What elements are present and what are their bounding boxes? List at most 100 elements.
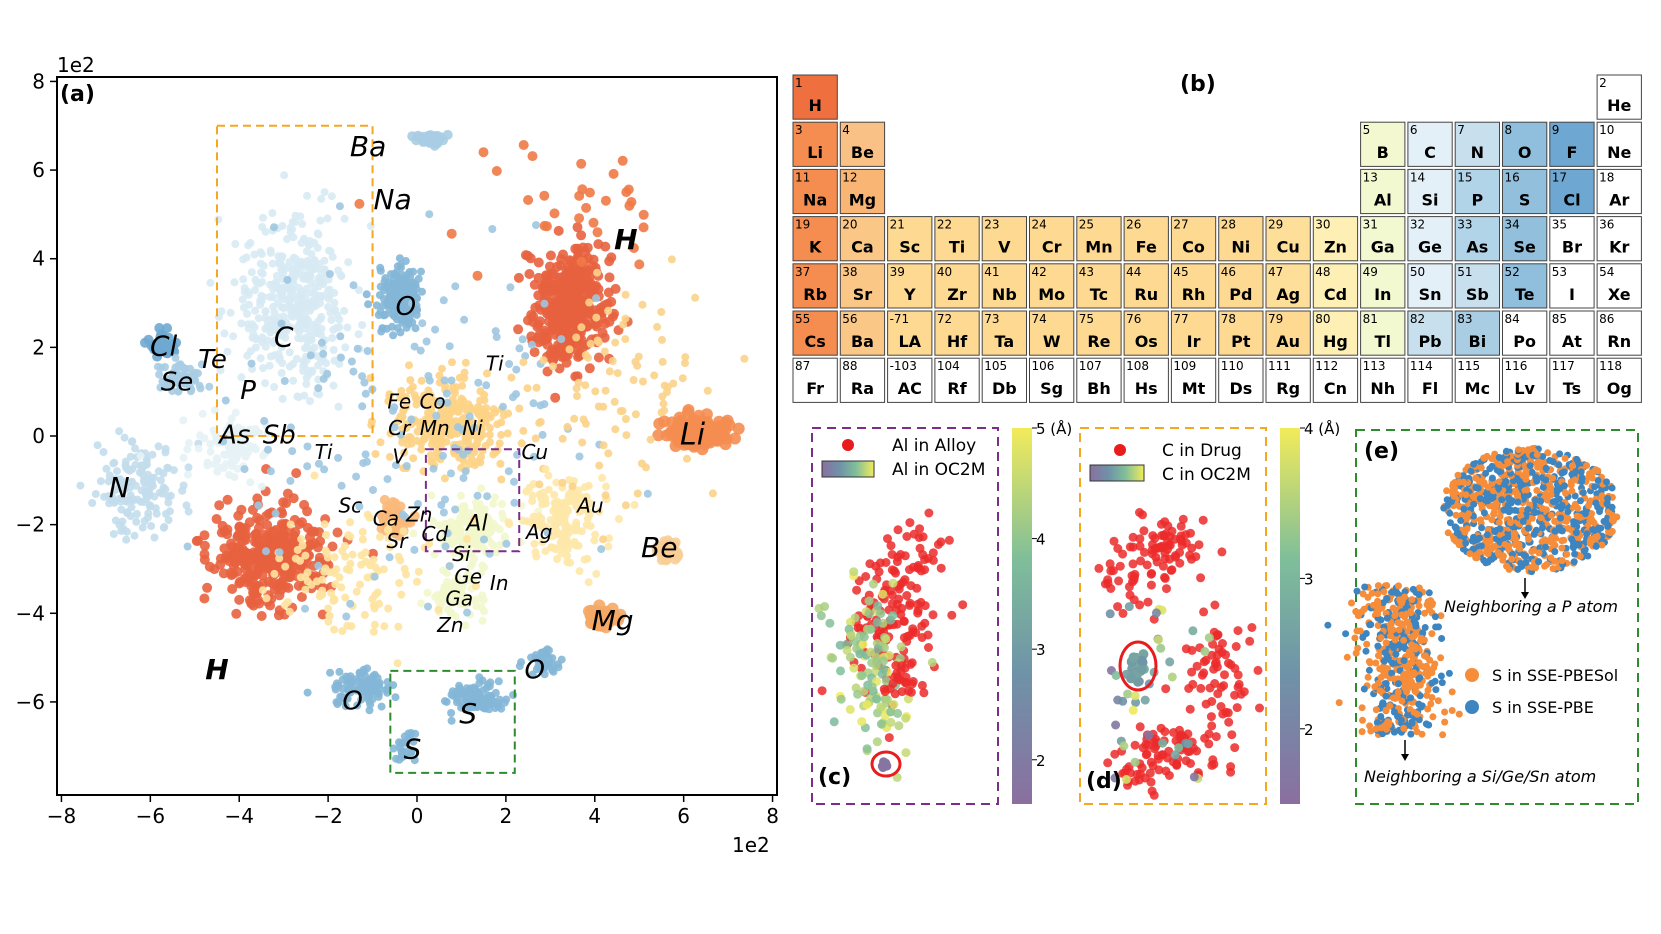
point <box>358 535 367 544</box>
element-number: 83 <box>1457 312 1472 326</box>
point <box>426 420 435 429</box>
point <box>265 361 274 370</box>
point <box>591 530 600 539</box>
point <box>491 408 499 417</box>
point <box>658 392 667 401</box>
element-number: 22 <box>937 218 952 232</box>
point <box>261 342 270 351</box>
point <box>301 551 310 560</box>
point <box>424 372 433 380</box>
point <box>155 370 164 379</box>
point <box>403 317 412 326</box>
element-symbol: Ni <box>1231 238 1250 257</box>
point <box>93 441 102 450</box>
point <box>458 552 467 561</box>
point <box>354 330 363 339</box>
point <box>614 515 623 523</box>
point <box>142 455 151 464</box>
point <box>572 518 581 527</box>
point <box>556 254 567 265</box>
point <box>608 357 617 365</box>
point <box>258 333 267 342</box>
element-number: 109 <box>1173 359 1196 373</box>
point <box>191 536 202 546</box>
point <box>499 402 507 411</box>
point <box>1121 774 1131 784</box>
point <box>280 377 289 385</box>
point <box>407 439 416 448</box>
point <box>449 528 458 537</box>
point <box>121 461 130 470</box>
point <box>249 330 258 339</box>
point <box>1130 691 1140 701</box>
point <box>249 571 260 582</box>
point <box>163 463 172 472</box>
point <box>279 312 288 321</box>
element-symbol: Br <box>1562 238 1582 257</box>
point <box>262 547 270 556</box>
point <box>399 300 408 308</box>
point <box>519 358 528 367</box>
point <box>256 259 265 268</box>
point <box>250 444 259 452</box>
point <box>594 338 603 347</box>
point <box>1146 777 1156 787</box>
point <box>300 234 308 243</box>
element-label-Si: Si <box>452 542 471 566</box>
element-symbol: Fr <box>806 379 824 398</box>
element-number: 88 <box>842 359 857 373</box>
element-label-Se: Se <box>161 367 194 397</box>
point <box>110 458 119 467</box>
point <box>441 408 450 417</box>
point <box>325 611 334 620</box>
point <box>432 440 441 449</box>
point <box>301 344 309 353</box>
point <box>343 323 352 332</box>
point <box>199 549 210 560</box>
point <box>1255 703 1264 713</box>
point <box>1247 623 1257 632</box>
element-symbol: Y <box>903 285 916 304</box>
point <box>330 298 339 307</box>
point <box>681 359 689 368</box>
point <box>867 682 877 692</box>
point <box>579 415 588 424</box>
point <box>394 274 403 283</box>
point <box>852 585 862 595</box>
point <box>252 533 262 544</box>
point <box>497 475 506 484</box>
point <box>887 599 897 609</box>
point <box>425 210 434 219</box>
colorbar-tick-label: 3 <box>1036 641 1046 659</box>
element-symbol: Fl <box>1422 379 1438 398</box>
point <box>117 505 126 514</box>
point <box>349 367 358 376</box>
point <box>266 246 275 255</box>
point <box>240 465 249 474</box>
point <box>593 268 602 277</box>
element-number: 27 <box>1173 218 1188 232</box>
point <box>111 475 120 484</box>
point <box>1140 695 1150 705</box>
point <box>1094 563 1104 573</box>
point <box>460 315 469 324</box>
point <box>243 351 252 360</box>
element-label-Ba: Ba <box>350 130 386 163</box>
point <box>549 208 560 219</box>
point <box>397 386 406 395</box>
point <box>175 378 184 387</box>
panel-c-legend-alloy-marker <box>842 439 854 451</box>
point <box>1158 738 1168 748</box>
point <box>1207 760 1217 770</box>
point <box>608 311 618 322</box>
element-number: 40 <box>937 265 952 279</box>
point <box>565 256 576 267</box>
point <box>125 466 134 475</box>
point <box>261 307 270 316</box>
point <box>928 555 938 565</box>
element-symbol: Ba <box>851 332 874 351</box>
point <box>263 559 273 570</box>
